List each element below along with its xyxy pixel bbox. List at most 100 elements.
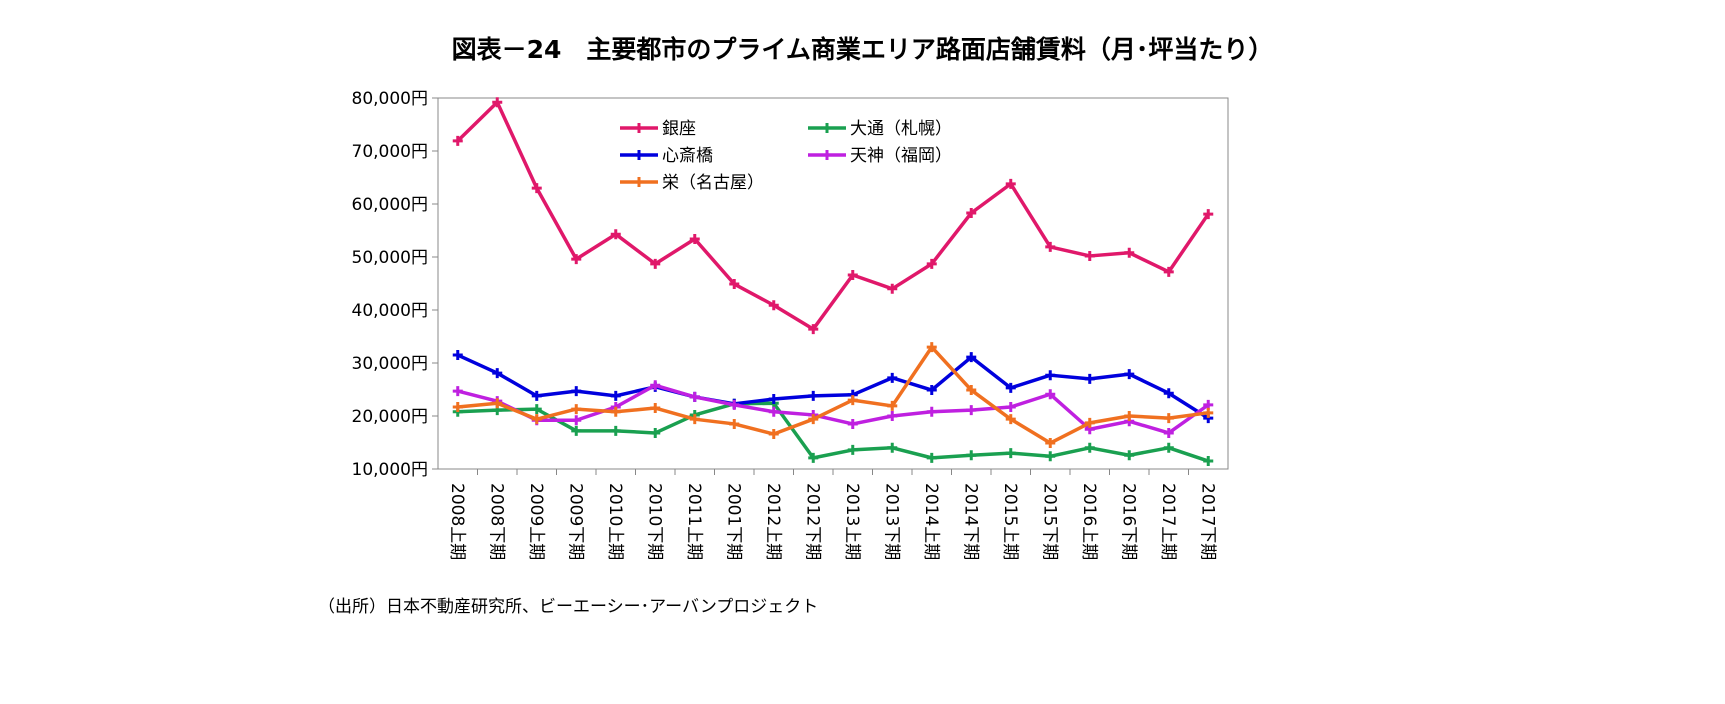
data-point [887, 372, 898, 383]
data-point [452, 350, 463, 361]
data-point [887, 400, 898, 411]
data-point [847, 395, 858, 406]
y-tick-label: 30,000円 [352, 354, 428, 374]
data-point [531, 183, 542, 194]
data-point [1045, 451, 1056, 462]
y-tick-label: 80,000円 [352, 89, 428, 109]
data-point [926, 406, 937, 417]
data-point [571, 386, 582, 397]
data-point [1163, 413, 1174, 424]
data-point [768, 429, 779, 440]
data-point [1084, 417, 1095, 428]
data-point [966, 352, 977, 363]
data-point [808, 414, 819, 425]
x-tick-label: 2010下期 [644, 483, 664, 560]
data-point [1124, 450, 1135, 461]
legend-label: 大通（札幌） [850, 119, 952, 139]
data-point [729, 418, 740, 429]
data-point [768, 300, 779, 311]
data-point [1203, 456, 1214, 467]
x-tick-label: 2015上期 [1000, 483, 1020, 560]
x-tick-label: 2014下期 [960, 483, 980, 560]
data-point [689, 391, 700, 402]
x-tick-label: 2016下期 [1118, 483, 1138, 560]
series-line [456, 100, 1210, 331]
data-point [1045, 389, 1056, 400]
data-point [887, 442, 898, 453]
data-point [808, 452, 819, 463]
legend-marker [822, 123, 832, 133]
data-point [1163, 427, 1174, 438]
data-point [926, 342, 937, 353]
data-point [492, 97, 503, 108]
data-point [571, 415, 582, 426]
data-point [966, 450, 977, 461]
data-point [926, 258, 937, 269]
data-point [610, 390, 621, 401]
data-point [729, 399, 740, 410]
data-point [966, 208, 977, 219]
data-point [808, 324, 819, 335]
data-point [966, 405, 977, 416]
x-tick-label: 2011上期 [684, 483, 704, 560]
data-point [1005, 178, 1016, 189]
x-tick-label: 2001下期 [723, 483, 743, 560]
data-point [1084, 442, 1095, 453]
data-point [650, 427, 661, 438]
data-point [531, 390, 542, 401]
data-point [808, 390, 819, 401]
data-point [1163, 266, 1174, 277]
data-point [452, 386, 463, 397]
x-tick-label: 2012上期 [763, 483, 783, 560]
data-point [729, 279, 740, 290]
data-point [1163, 388, 1174, 399]
data-point [1084, 250, 1095, 261]
y-tick-label: 10,000円 [352, 460, 428, 480]
data-point [650, 258, 661, 269]
chart-title: 図表－24 主要都市のプライム商業エリア路面店舗賃料（月･坪当たり） [451, 35, 1274, 64]
x-tick-label: 2015下期 [1039, 483, 1059, 560]
y-tick-label: 60,000円 [352, 195, 428, 215]
y-tick-label: 50,000円 [352, 248, 428, 268]
x-tick-label: 2013下期 [881, 483, 901, 560]
data-point [847, 444, 858, 455]
data-point [452, 401, 463, 412]
data-point [847, 418, 858, 429]
x-tick-label: 2017上期 [1158, 483, 1178, 560]
x-tick-label: 2016上期 [1079, 483, 1099, 560]
data-point [847, 270, 858, 281]
data-point [1005, 401, 1016, 412]
data-point [1045, 370, 1056, 381]
data-point [571, 254, 582, 265]
data-point [1203, 407, 1214, 418]
series-line [457, 401, 1209, 463]
data-point [571, 425, 582, 436]
data-point [571, 404, 582, 415]
data-point [531, 404, 542, 415]
data-point [1163, 442, 1174, 453]
data-point [887, 411, 898, 421]
x-tick-label: 2014上期 [921, 483, 941, 560]
data-point [492, 368, 503, 379]
x-tick-label: 2008上期 [447, 483, 467, 560]
series-line [457, 353, 1210, 420]
y-tick-label: 70,000円 [352, 142, 428, 162]
data-point [1045, 241, 1056, 252]
data-point [768, 394, 779, 405]
data-point [610, 425, 621, 436]
x-tick-label: 2017下期 [1197, 483, 1217, 560]
source-note: （出所）日本不動産研究所、ビーエーシー･アーバンプロジェクト [318, 597, 819, 617]
x-tick-label: 2009上期 [526, 483, 546, 560]
x-tick-label: 2010上期 [605, 483, 625, 560]
series-line [457, 383, 1210, 435]
data-point [650, 380, 661, 391]
data-point [1045, 438, 1056, 449]
y-tick-label: 20,000円 [352, 407, 428, 427]
legend-marker [634, 150, 644, 160]
legend-marker [634, 123, 644, 133]
data-point [926, 385, 937, 396]
data-point [1203, 209, 1214, 220]
data-point [452, 135, 463, 146]
data-point [768, 406, 779, 417]
